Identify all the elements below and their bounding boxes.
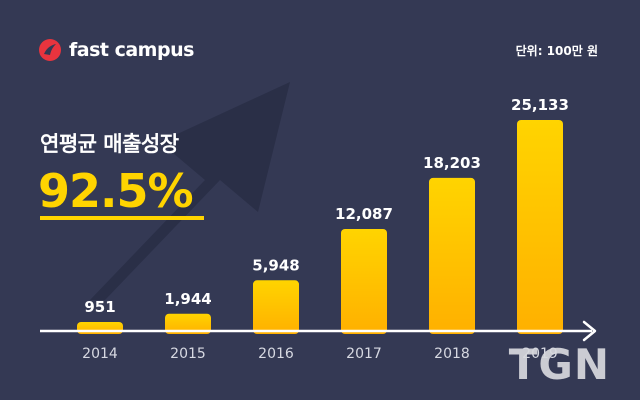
- x-tick-2014: 2014: [82, 346, 118, 362]
- x-tick-2018: 2018: [434, 346, 470, 362]
- bar-2019: [517, 120, 563, 334]
- bar-2018: [429, 177, 475, 334]
- brand-name: fast campus: [69, 39, 194, 61]
- value-label-2019: 25,133: [511, 96, 569, 114]
- bar-2016: [253, 280, 299, 334]
- x-tick-2019: 2019: [522, 346, 558, 362]
- growth-arrow-icon: [90, 82, 290, 300]
- growth-rate: 92.5%: [38, 164, 194, 218]
- value-label-2016: 5,948: [252, 256, 299, 274]
- brand-logo: fast campus: [38, 38, 194, 62]
- x-tick-2015: 2015: [170, 346, 206, 362]
- x-tick-2017: 2017: [346, 346, 382, 362]
- value-label-2014: 951: [84, 298, 115, 316]
- bar-2017: [341, 229, 387, 334]
- headline-underline: [40, 216, 204, 220]
- bar-2015: [165, 313, 211, 334]
- fastcampus-logo-icon: [39, 39, 61, 61]
- axis-arrow-icon: [582, 320, 597, 342]
- value-label-2018: 18,203: [423, 154, 481, 172]
- watermark: TGN: [508, 340, 610, 389]
- chart-subtitle: 연평균 매출성장: [40, 132, 179, 156]
- x-tick-2016: 2016: [258, 346, 294, 362]
- value-label-2017: 12,087: [335, 205, 393, 223]
- value-label-2015: 1,944: [164, 290, 211, 308]
- unit-label: 단위: 100만 원: [515, 44, 598, 58]
